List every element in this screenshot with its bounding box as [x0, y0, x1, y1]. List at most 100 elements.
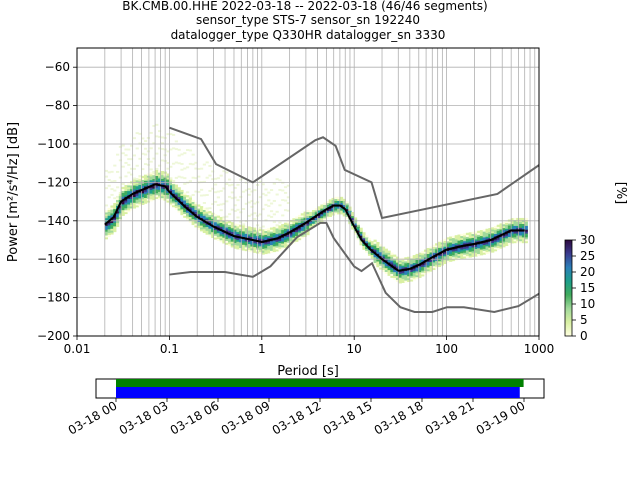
heatmap-cell: [398, 281, 402, 284]
heatmap-cell: [345, 205, 349, 208]
heatmap-cell: [474, 250, 478, 253]
heatmap-cell: [216, 221, 220, 224]
heatmap-cell: [499, 246, 503, 249]
heatmap-cell: [180, 189, 184, 193]
heatmap-cell: [339, 212, 344, 215]
heatmap-cell: [132, 177, 137, 180]
heatmap-cell: [395, 271, 400, 275]
heatmap-cell: [155, 185, 159, 188]
heatmap-cell: [387, 273, 391, 276]
heatmap-cell: [267, 230, 271, 233]
heatmap-cell: [227, 184, 232, 187]
heatmap-cell: [412, 260, 416, 264]
heatmap-cell: [328, 209, 332, 212]
heatmap-cell: [158, 195, 162, 198]
heatmap-cell: [289, 233, 293, 236]
heatmap-cell: [188, 162, 192, 165]
heatmap-cell: [244, 189, 248, 192]
heatmap-cell: [507, 225, 512, 228]
heatmap-cell: [113, 222, 117, 225]
heatmap-cell: [211, 170, 215, 173]
x-tick-label: 1: [258, 342, 266, 356]
heatmap-cell: [502, 243, 506, 246]
heatmap-cell: [496, 247, 500, 250]
heatmap-cell: [457, 255, 461, 258]
heatmap-cell: [376, 251, 380, 254]
heatmap-cell: [499, 231, 503, 234]
heatmap-cell: [449, 253, 453, 257]
heatmap-cell: [250, 227, 254, 230]
heatmap-cell: [135, 180, 139, 183]
heatmap-cell: [174, 194, 178, 197]
heatmap-cell: [457, 244, 461, 247]
heatmap-cell: [138, 202, 142, 205]
heatmap-cell: [174, 184, 178, 187]
heatmap-cell: [286, 184, 290, 187]
heatmap-cell: [149, 191, 153, 194]
heatmap-cell: [373, 260, 377, 264]
heatmap-cell: [227, 213, 232, 216]
heatmap-cell: [239, 226, 243, 229]
heatmap-cell: [496, 230, 500, 233]
heatmap-cell: [521, 223, 526, 226]
heatmap-cell: [160, 142, 164, 145]
heatmap-cell: [493, 226, 498, 229]
heatmap-cell: [474, 237, 478, 240]
heatmap-cell: [225, 242, 229, 245]
heatmap-cell: [118, 218, 123, 222]
heatmap-cell: [356, 228, 360, 231]
heatmap-cell: [222, 216, 226, 219]
heatmap-cell: [491, 233, 495, 236]
heatmap-cell: [295, 230, 299, 233]
heatmap-cell: [250, 246, 254, 249]
heatmap-cell: [275, 245, 279, 248]
heatmap-cell: [421, 264, 425, 267]
heatmap-cell: [479, 253, 484, 256]
heatmap-cell: [267, 205, 271, 208]
heatmap-cell: [429, 261, 433, 264]
heatmap-cell: [107, 217, 111, 220]
heatmap-cell: [384, 250, 388, 253]
heatmap-cell: [144, 195, 148, 198]
heatmap-cell: [387, 250, 391, 253]
heatmap-cell: [236, 224, 240, 227]
heatmap-cell: [283, 228, 288, 231]
heatmap-cell: [449, 236, 453, 239]
heatmap-cell: [272, 221, 276, 224]
heatmap-cell: [239, 245, 243, 249]
heatmap-cell: [415, 275, 419, 278]
heatmap-cell: [233, 233, 237, 236]
heatmap-cell: [135, 132, 139, 135]
heatmap-cell: [482, 235, 486, 238]
heatmap-cell: [407, 256, 411, 259]
heatmap-cell: [158, 193, 162, 196]
heatmap-cell: [496, 228, 500, 231]
heatmap-cell: [281, 237, 285, 240]
heatmap-cell: [132, 187, 137, 190]
heatmap-cell: [211, 231, 215, 235]
heatmap-cell: [197, 223, 201, 226]
heatmap-cell: [502, 245, 506, 248]
heatmap-cell: [138, 182, 142, 186]
heatmap-cell: [507, 221, 512, 224]
heatmap-cell: [306, 211, 310, 215]
heatmap-cell: [213, 216, 218, 219]
heatmap-cell: [141, 152, 145, 155]
heatmap-cell: [437, 243, 442, 246]
heatmap-cell: [113, 180, 117, 182]
heatmap-cell: [233, 225, 237, 228]
heatmap-cell: [477, 248, 481, 251]
heatmap-cell: [230, 235, 234, 238]
heatmap-cell: [199, 227, 204, 230]
heatmap-cell: [337, 198, 341, 201]
heatmap-cell: [519, 237, 523, 240]
heatmap-cell: [393, 275, 397, 278]
heatmap-cell: [110, 224, 114, 227]
heatmap-cell: [180, 195, 184, 198]
heatmap-cell: [144, 180, 148, 183]
heatmap-cell: [269, 215, 274, 218]
heatmap-cell: [258, 246, 262, 249]
heatmap-cell: [250, 248, 254, 251]
heatmap-cell: [342, 202, 346, 205]
